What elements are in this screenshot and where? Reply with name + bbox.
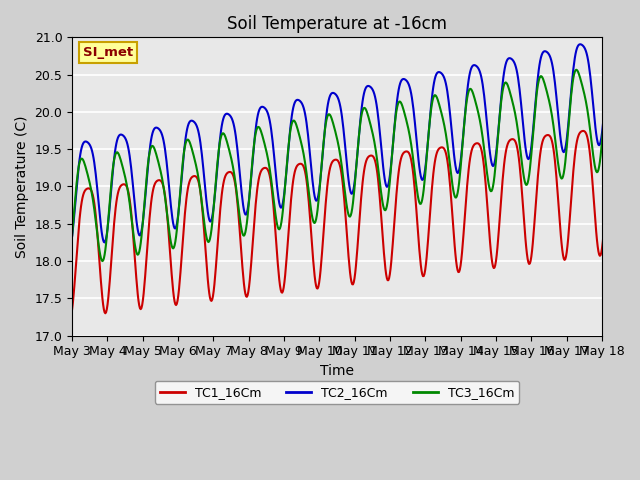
TC2_16Cm (100, 240, 108, 245)
TC1_16Cm (414, 227, 422, 233)
TC2_16Cm (268, 127, 275, 132)
TC1_16Cm (136, 302, 143, 308)
TC2_16Cm (445, 106, 453, 112)
TC1_16Cm (289, 182, 296, 188)
TC3_16Cm (136, 249, 143, 255)
TC2_16Cm (239, 203, 247, 208)
TC3_16Cm (239, 232, 247, 238)
TC3_16Cm (68, 232, 76, 238)
TC3_16Cm (268, 176, 275, 182)
TC1_16Cm (268, 181, 275, 187)
TC3_16Cm (99, 258, 106, 264)
TC3_16Cm (445, 158, 453, 164)
TC3_16Cm (414, 193, 422, 199)
Text: SI_met: SI_met (83, 46, 133, 60)
TC1_16Cm (614, 124, 622, 130)
X-axis label: Time: Time (320, 364, 354, 378)
TC1_16Cm (239, 273, 247, 278)
TC2_16Cm (634, 122, 640, 128)
TC2_16Cm (414, 150, 422, 156)
Line: TC2_16Cm: TC2_16Cm (72, 37, 637, 242)
TC2_16Cm (611, 35, 619, 40)
TC3_16Cm (289, 119, 296, 124)
TC2_16Cm (68, 233, 76, 239)
TC1_16Cm (445, 176, 453, 182)
Title: Soil Temperature at -16cm: Soil Temperature at -16cm (227, 15, 447, 33)
TC2_16Cm (289, 108, 296, 114)
TC1_16Cm (102, 311, 109, 316)
Line: TC3_16Cm: TC3_16Cm (72, 63, 637, 261)
TC1_16Cm (68, 306, 76, 312)
Legend: TC1_16Cm, TC2_16Cm, TC3_16Cm: TC1_16Cm, TC2_16Cm, TC3_16Cm (155, 381, 520, 404)
Line: TC1_16Cm: TC1_16Cm (72, 127, 637, 313)
TC1_16Cm (634, 240, 640, 246)
TC3_16Cm (634, 131, 640, 137)
Y-axis label: Soil Temperature (C): Soil Temperature (C) (15, 115, 29, 258)
TC3_16Cm (608, 60, 616, 66)
TC2_16Cm (136, 232, 143, 238)
